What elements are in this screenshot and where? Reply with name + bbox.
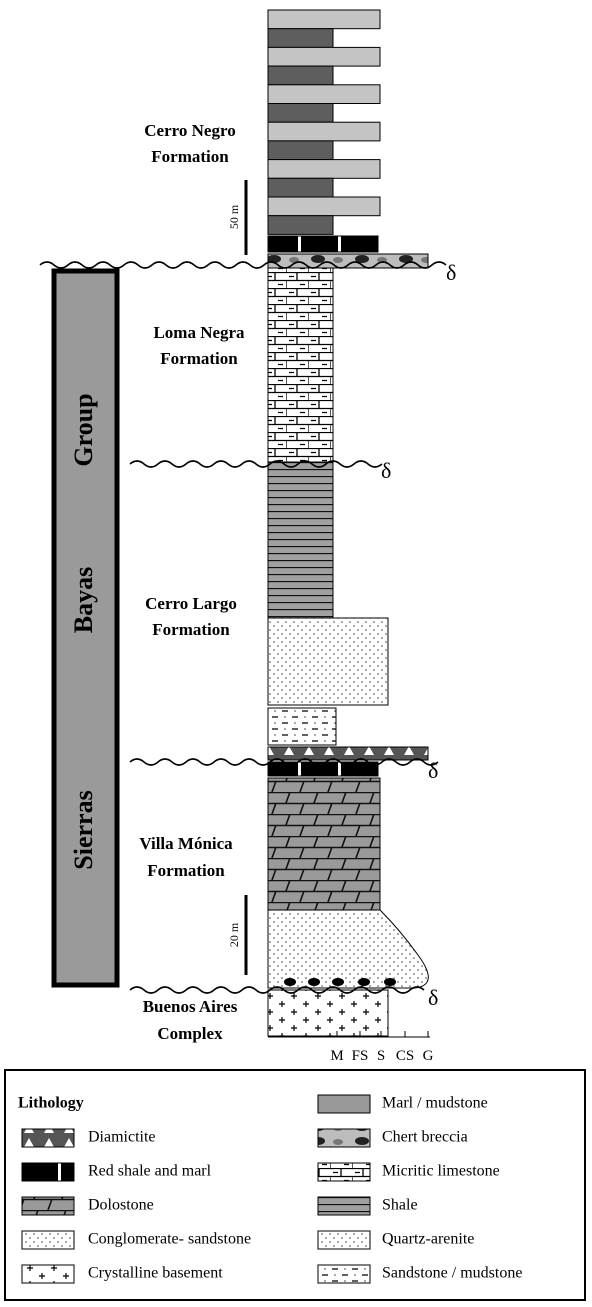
legend-swatch [317, 1230, 371, 1250]
scale-label: 50 m [227, 204, 241, 229]
grain-size-label: S [377, 1048, 385, 1064]
legend-box [4, 1069, 586, 1301]
sandstone-mudstone-layer [267, 707, 337, 746]
mudstone-bed [267, 103, 334, 123]
legend-swatch [317, 1264, 371, 1284]
marl-bed [267, 159, 381, 179]
red-shale-layer [267, 761, 379, 777]
grain-size-label: G [423, 1048, 434, 1064]
legend-title: Lithology [18, 1095, 84, 1112]
mudstone-bed [267, 28, 334, 48]
formation-name: Formation [152, 620, 230, 639]
marl-bed [267, 121, 381, 142]
legend-swatch [317, 1094, 371, 1114]
micritic-limestone-layer [267, 267, 334, 463]
conglomerate-sandstone-layer [267, 909, 429, 989]
unconformity-symbol: δ [446, 260, 456, 285]
unconformity-symbol: δ [428, 985, 438, 1010]
dolostone-layer [267, 777, 381, 911]
chert-breccia-layer [267, 253, 429, 269]
diamictite-layer [267, 746, 429, 761]
quartz-arenite-layer [267, 617, 389, 706]
formation-name: Buenos Aires [143, 997, 238, 1016]
group-label: Bayas [69, 567, 98, 633]
formation-name: Cerro Negro [144, 121, 235, 140]
group-label: Sierras [69, 790, 98, 869]
legend-swatch [21, 1196, 75, 1216]
legend-label: Diamictite [88, 1129, 156, 1146]
unconformity-lines [39, 261, 447, 994]
legend-swatch [317, 1162, 371, 1182]
legend-label: Sandstone / mudstone [382, 1265, 522, 1282]
legend-label: Marl / mudstone [382, 1095, 488, 1112]
group-bar [51, 268, 120, 988]
scale-label: 20 m [227, 922, 241, 947]
legend-label: Crystalline basement [88, 1265, 223, 1282]
formation-name: Formation [160, 349, 238, 368]
unconformity-line [39, 261, 447, 269]
legend-label: Conglomerate- sandstone [88, 1231, 251, 1248]
legend-label: Micritic limestone [382, 1163, 500, 1180]
legend-items: Diamictite Red shale and marl Dolostone Con… [21, 1094, 522, 1284]
unconformity-symbol: δ [381, 458, 391, 483]
formation-name: Formation [147, 861, 225, 880]
grain-size-label: FS [352, 1048, 369, 1064]
group-label: Group [69, 393, 98, 466]
legend-swatch [21, 1230, 75, 1250]
legend-label: Shale [382, 1197, 418, 1214]
marl-mudstone-column [267, 9, 381, 235]
formation-name: Villa Mónica [139, 834, 233, 853]
crystalline-basement [267, 989, 389, 1037]
legend-label: Quartz-arenite [382, 1231, 474, 1248]
legend-label: Red shale and marl [88, 1163, 212, 1180]
formation-name: Formation [151, 147, 229, 166]
marl-bed [267, 46, 381, 67]
mudstone-bed [267, 140, 334, 161]
legend-swatch [21, 1162, 75, 1182]
legend-swatch [21, 1264, 75, 1284]
grain-size-label: M [330, 1048, 343, 1064]
unconformity-line [129, 460, 383, 468]
mudstone-bed [267, 65, 334, 86]
unconformity-line [129, 758, 439, 766]
legend-swatch [21, 1128, 75, 1148]
mudstone-bed [267, 215, 334, 235]
shale-layer [267, 461, 334, 619]
unconformity-symbol: δ [428, 758, 438, 783]
marl-bed [267, 84, 381, 105]
formation-name: Complex [157, 1024, 223, 1043]
red-shale-layer [267, 235, 379, 253]
legend-swatch [317, 1128, 371, 1148]
conglomerate-clasts [284, 978, 396, 986]
grain-size-label: CS [396, 1048, 414, 1064]
formation-name: Loma Negra [153, 323, 245, 342]
legend-label: Chert breccia [382, 1129, 468, 1146]
marl-bed [267, 196, 381, 217]
unconformity-line [129, 986, 425, 994]
marl-bed [267, 9, 381, 30]
legend-swatch [317, 1196, 371, 1216]
mudstone-bed [267, 177, 334, 198]
legend-label: Dolostone [88, 1197, 154, 1214]
formation-name: Cerro Largo [145, 594, 237, 613]
grain-size-axis [268, 1031, 430, 1038]
